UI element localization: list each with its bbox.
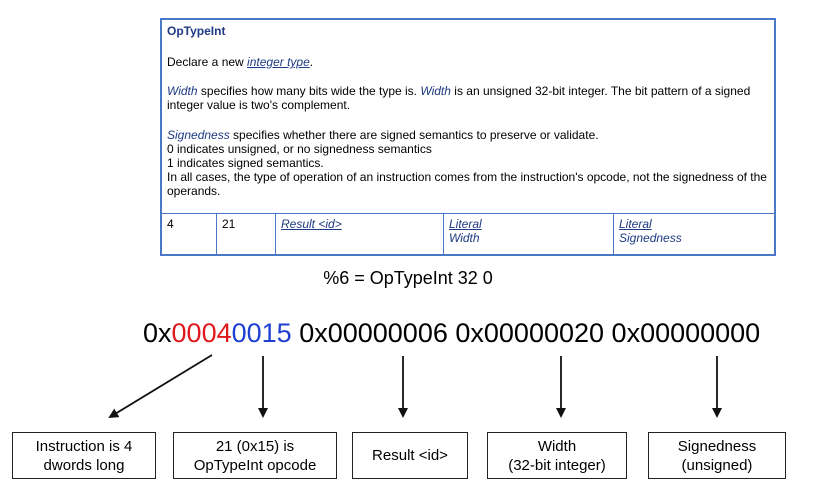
- box-signedness: Signedness (unsigned): [648, 432, 786, 479]
- box-width-line2: (32-bit integer): [508, 456, 606, 474]
- declare-suffix: .: [309, 55, 314, 69]
- width-literal-link[interactable]: Literal: [449, 217, 482, 231]
- signedness-line-2: 0 indicates unsigned, or no signedness s…: [167, 142, 432, 156]
- hex-encoding: 0x00040015 0x00000006 0x00000020 0x00000…: [143, 318, 760, 349]
- hex-word-result: 0x00000006: [299, 318, 448, 348]
- signedness-line-3: 1 indicates signed semantics.: [167, 156, 324, 170]
- width-term: Width: [167, 84, 198, 98]
- signedness-cell: Literal Signedness: [614, 214, 774, 254]
- box-result-label: Result <id>: [372, 447, 448, 464]
- width-term-2: Width: [420, 84, 451, 98]
- hex-word-signedness: 0x00000000: [611, 318, 761, 348]
- spec-card: OpTypeInt Declare a new integer type. Wi…: [160, 18, 776, 256]
- width-cell: Literal Width: [444, 214, 614, 254]
- box-wordcount-line1: Instruction is 4: [35, 437, 133, 455]
- signedness-paragraph: Signedness specifies whether there are s…: [167, 128, 768, 198]
- arrow-wordcount: [108, 354, 213, 419]
- opcode-cell: 21: [217, 214, 276, 254]
- operand-table-row: 4 21 Result <id> Literal Width Literal S…: [162, 213, 774, 254]
- width-text-2: is an unsigned 32-bit integer. The bit p…: [167, 84, 751, 112]
- integer-type-link[interactable]: integer type: [247, 55, 310, 69]
- signedness-literal-link[interactable]: Literal: [619, 217, 652, 231]
- box-opcode-line2: OpTypeInt opcode: [193, 456, 317, 474]
- declare-prefix: Declare a new: [167, 55, 248, 69]
- signedness-label: Signedness: [619, 231, 682, 245]
- spec-title: OpTypeInt: [167, 24, 226, 38]
- result-cell: Result <id>: [276, 214, 444, 254]
- hex-word-width: 0x00000020: [455, 318, 605, 348]
- box-wordcount: Instruction is 4 dwords long: [12, 432, 156, 479]
- box-opcode: 21 (0x15) is OpTypeInt opcode: [173, 432, 337, 479]
- hex-wordcount: 0004: [171, 318, 232, 348]
- result-id-link[interactable]: Result <id>: [281, 217, 342, 231]
- box-wordcount-line2: dwords long: [43, 456, 125, 474]
- signedness-line-4: In all cases, the type of operation of a…: [167, 170, 767, 198]
- box-result: Result <id>: [352, 432, 468, 479]
- signedness-term: Signedness: [167, 128, 230, 142]
- width-paragraph: Width specifies how many bits wide the t…: [167, 84, 768, 112]
- hex-opcode: 0015: [231, 318, 292, 348]
- hex-prefix: 0x: [143, 318, 172, 348]
- box-width-line1: Width: [537, 437, 577, 455]
- box-width: Width (32-bit integer): [487, 432, 627, 479]
- instruction-text: %6 = OpTypeInt 32 0: [323, 268, 493, 288]
- wordcount-cell: 4: [162, 214, 217, 254]
- box-signedness-line2: (unsigned): [681, 456, 753, 474]
- box-signedness-line1: Signedness: [677, 437, 757, 455]
- box-opcode-line1: 21 (0x15) is: [215, 437, 295, 455]
- declare-paragraph: Declare a new integer type.: [167, 55, 768, 69]
- signedness-text: specifies whether there are signed seman…: [229, 128, 599, 142]
- width-label: Width: [449, 231, 480, 245]
- width-text-1: specifies how many bits wide the type is…: [197, 84, 421, 98]
